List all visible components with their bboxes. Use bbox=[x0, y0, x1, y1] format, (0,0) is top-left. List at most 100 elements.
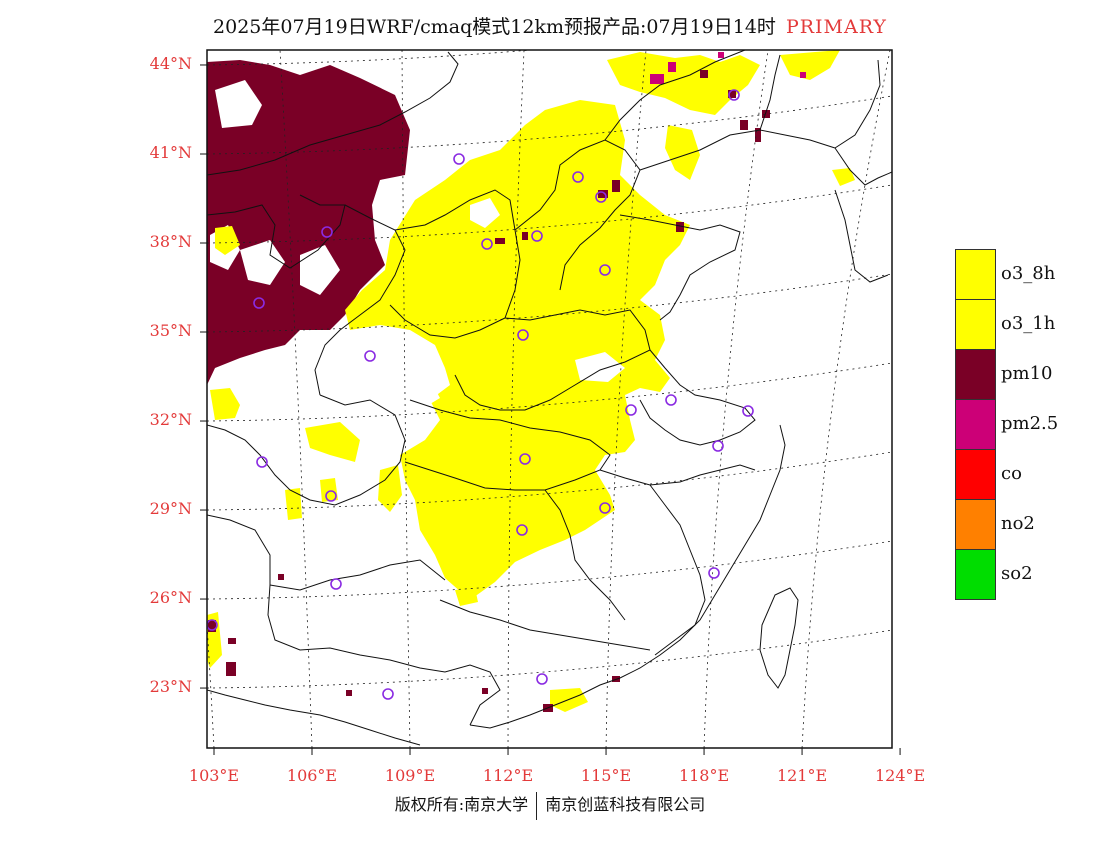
lat-label: 44°N bbox=[149, 53, 192, 73]
lat-label: 29°N bbox=[149, 499, 192, 519]
pm10-hole-1 bbox=[215, 80, 262, 128]
legend-item: co bbox=[955, 449, 1100, 500]
anhui-jiangsu-border bbox=[639, 349, 756, 446]
station-marker bbox=[364, 350, 376, 362]
legend-label: pm10 bbox=[1001, 363, 1053, 384]
longitude-gridline bbox=[703, 50, 769, 748]
shaanxi-west-border bbox=[314, 204, 406, 396]
station-marker bbox=[253, 297, 265, 309]
legend-item: o3_1h bbox=[955, 299, 1100, 350]
station-marker bbox=[572, 171, 584, 183]
inner-mongolia-east-border bbox=[604, 50, 746, 141]
latitude-gridline bbox=[207, 50, 537, 66]
legend-swatch bbox=[955, 349, 996, 400]
station-marker bbox=[712, 440, 724, 452]
longitude-gridline bbox=[279, 50, 313, 748]
station-marker bbox=[207, 619, 218, 631]
longitude-gridline bbox=[605, 50, 647, 748]
legend-label: co bbox=[1001, 463, 1022, 484]
station-marker bbox=[625, 404, 637, 416]
legend-item: pm2.5 bbox=[955, 399, 1100, 450]
korea-peninsula bbox=[834, 147, 892, 186]
legend-item: so2 bbox=[955, 549, 1100, 600]
legend-item: pm10 bbox=[955, 349, 1100, 400]
lon-label: 112°E bbox=[482, 766, 534, 785]
mongolia-border bbox=[207, 51, 459, 176]
legend-item: o3_8h bbox=[955, 249, 1100, 300]
longitude-gridline bbox=[507, 50, 525, 748]
longitude-gridline bbox=[401, 50, 411, 748]
ozone-region-main bbox=[345, 100, 690, 600]
latitude-gridline bbox=[207, 629, 892, 689]
longitude-gridline bbox=[801, 50, 891, 748]
latitude-gridline bbox=[207, 451, 892, 511]
legend-label: so2 bbox=[1001, 563, 1033, 584]
footer-company: 南京创蓝科技有限公司 bbox=[545, 795, 706, 814]
footer-copyright: 版权所有:南京大学 bbox=[394, 795, 529, 814]
station-marker bbox=[742, 405, 754, 417]
latitude-gridline bbox=[207, 95, 892, 155]
latitude-gridline bbox=[207, 184, 892, 244]
title-main: 2025年07月19日WRF/cmaq模式12km预报产品:07月19日14时 bbox=[213, 16, 776, 38]
station-markers bbox=[207, 89, 754, 700]
legend-swatch bbox=[955, 249, 996, 300]
station-marker bbox=[519, 453, 531, 465]
boundary-lines bbox=[207, 50, 892, 746]
lon-label: 115°E bbox=[580, 766, 632, 785]
legend-swatch bbox=[955, 399, 996, 450]
latitude-gridline bbox=[207, 273, 892, 333]
ozone-hole-3 bbox=[405, 380, 440, 410]
northeast-border-2 bbox=[834, 59, 881, 149]
lat-label: 26°N bbox=[149, 588, 192, 608]
map-frame bbox=[206, 49, 893, 749]
pm10-region-northwest bbox=[207, 60, 410, 385]
ozone-region-west-1 bbox=[210, 388, 240, 420]
yunnan-border bbox=[207, 514, 271, 585]
ozone-region-northeast-1 bbox=[607, 52, 760, 115]
lat-label: 41°N bbox=[149, 142, 192, 162]
station-marker bbox=[536, 673, 548, 685]
lat-label: 32°N bbox=[149, 410, 192, 430]
legend-item: no2 bbox=[955, 499, 1100, 550]
legend-label: o3_1h bbox=[1001, 313, 1056, 334]
ozone-region-west-5 bbox=[320, 478, 338, 502]
lon-label: 121°E bbox=[776, 766, 828, 785]
henan-border bbox=[454, 309, 651, 411]
station-marker bbox=[330, 578, 342, 590]
lon-label: 106°E bbox=[286, 766, 338, 785]
station-marker bbox=[325, 490, 337, 502]
northeast-border bbox=[759, 54, 781, 131]
hebei-border bbox=[514, 139, 641, 291]
graticule-layer bbox=[207, 50, 892, 748]
ozone-region-west-2 bbox=[305, 422, 360, 462]
station-marker bbox=[595, 191, 607, 203]
hubei-border bbox=[404, 399, 611, 491]
taiwan-island bbox=[759, 587, 799, 689]
guangxi-guizhou-border bbox=[269, 559, 446, 591]
station-marker bbox=[516, 524, 528, 536]
legend-label: o3_8h bbox=[1001, 263, 1056, 284]
latitude-gridline bbox=[207, 540, 892, 600]
ozone-region-south-2 bbox=[550, 688, 588, 712]
map-canvas bbox=[207, 50, 892, 748]
lat-label: 35°N bbox=[149, 321, 192, 340]
legend-swatch bbox=[955, 549, 996, 600]
ozone-region-northeast-4 bbox=[832, 168, 855, 186]
station-marker bbox=[382, 688, 394, 700]
footer-separator bbox=[536, 791, 538, 820]
lon-label: 124°E bbox=[874, 766, 926, 785]
station-marker bbox=[599, 264, 611, 276]
south-china-coast bbox=[469, 424, 786, 729]
station-marker bbox=[599, 502, 611, 514]
sichuan-chongqing-border bbox=[207, 394, 406, 506]
shanxi-border bbox=[389, 189, 521, 339]
ozone-region-west-6 bbox=[215, 226, 240, 255]
korea-east-coast bbox=[834, 189, 889, 283]
lat-label: 23°N bbox=[149, 677, 192, 697]
lon-label: 103°E bbox=[188, 766, 240, 785]
ozone-region-west-3 bbox=[378, 465, 402, 512]
ozone-hole-2 bbox=[470, 198, 500, 228]
hunan-jiangxi-border bbox=[544, 489, 626, 621]
footer: 版权所有:南京大学 南京创蓝科技有限公司 bbox=[0, 791, 1100, 820]
